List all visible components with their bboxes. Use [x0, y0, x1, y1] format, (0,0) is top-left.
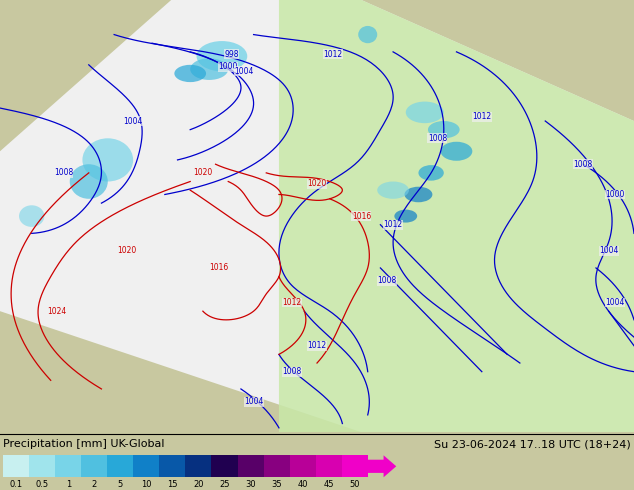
Text: 45: 45: [323, 480, 334, 489]
Text: 1012: 1012: [323, 49, 342, 58]
Ellipse shape: [70, 164, 108, 199]
Text: 20: 20: [193, 480, 204, 489]
Ellipse shape: [394, 210, 417, 222]
Text: 35: 35: [271, 480, 282, 489]
Text: 0.1: 0.1: [10, 480, 23, 489]
Text: 1012: 1012: [282, 298, 301, 307]
Text: 1004: 1004: [124, 117, 143, 125]
Text: 1004: 1004: [235, 67, 254, 76]
Text: 1012: 1012: [307, 341, 327, 350]
Bar: [159, 455, 186, 477]
Bar: [290, 455, 316, 477]
Text: 1020: 1020: [307, 179, 327, 188]
Ellipse shape: [441, 142, 472, 161]
Text: 50: 50: [349, 480, 360, 489]
Polygon shape: [279, 0, 634, 432]
Ellipse shape: [428, 121, 460, 138]
Text: 1: 1: [66, 480, 71, 489]
Bar: [107, 455, 133, 477]
Ellipse shape: [377, 181, 409, 199]
Bar: [55, 455, 81, 477]
Text: 1004: 1004: [605, 298, 624, 307]
Text: 1008: 1008: [377, 276, 396, 285]
Text: 998: 998: [224, 49, 238, 58]
Text: 1008: 1008: [282, 367, 301, 376]
Polygon shape: [0, 0, 634, 432]
Text: Su 23-06-2024 17..18 UTC (18+24): Su 23-06-2024 17..18 UTC (18+24): [434, 439, 631, 449]
Text: 15: 15: [167, 480, 178, 489]
Ellipse shape: [404, 187, 432, 202]
Text: 1004: 1004: [599, 246, 618, 255]
Text: 2: 2: [92, 480, 97, 489]
Bar: [185, 455, 212, 477]
Text: 40: 40: [297, 480, 308, 489]
Bar: [212, 455, 238, 477]
Text: 1020: 1020: [193, 169, 212, 177]
Ellipse shape: [190, 58, 228, 80]
Text: 1016: 1016: [352, 212, 371, 220]
Ellipse shape: [418, 165, 444, 181]
Bar: [133, 455, 159, 477]
Text: 1016: 1016: [209, 264, 228, 272]
Ellipse shape: [358, 26, 377, 43]
Text: 5: 5: [118, 480, 123, 489]
Text: Precipitation [mm] UK-Global: Precipitation [mm] UK-Global: [3, 439, 165, 449]
Text: 1008: 1008: [574, 160, 593, 169]
Text: 1024: 1024: [48, 307, 67, 316]
Bar: [3, 455, 29, 477]
Bar: [81, 455, 107, 477]
Bar: [29, 455, 55, 477]
Bar: [264, 455, 290, 477]
Ellipse shape: [19, 205, 44, 227]
Text: 1012: 1012: [384, 220, 403, 229]
Text: 1000: 1000: [219, 63, 238, 72]
Bar: [316, 455, 342, 477]
Text: 30: 30: [245, 480, 256, 489]
FancyArrow shape: [368, 455, 396, 477]
Text: 1008: 1008: [428, 134, 447, 143]
Text: 1008: 1008: [54, 169, 73, 177]
Bar: [238, 455, 264, 477]
Ellipse shape: [82, 138, 133, 181]
Text: 1000: 1000: [605, 190, 624, 199]
Ellipse shape: [197, 41, 247, 72]
Ellipse shape: [406, 101, 444, 123]
Text: 1012: 1012: [472, 112, 491, 121]
Text: 10: 10: [141, 480, 152, 489]
Bar: [342, 455, 368, 477]
Text: 1004: 1004: [244, 397, 263, 406]
Text: 0.5: 0.5: [36, 480, 49, 489]
Text: 25: 25: [219, 480, 230, 489]
Ellipse shape: [174, 65, 206, 82]
Text: 1020: 1020: [117, 246, 136, 255]
